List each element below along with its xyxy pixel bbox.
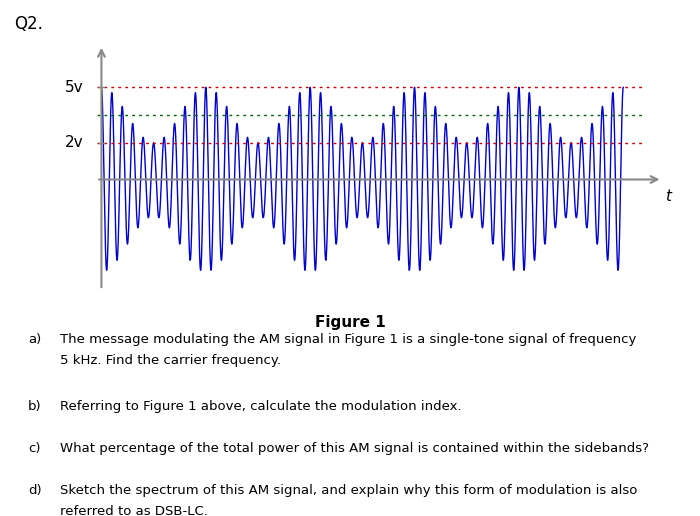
Text: 5 kHz. Find the carrier frequency.: 5 kHz. Find the carrier frequency. <box>60 354 281 367</box>
Text: 2v: 2v <box>64 135 83 150</box>
Text: a): a) <box>28 333 41 346</box>
Text: b): b) <box>28 400 41 413</box>
Text: t: t <box>665 189 671 204</box>
Text: Sketch the spectrum of this AM signal, and explain why this form of modulation i: Sketch the spectrum of this AM signal, a… <box>60 484 637 497</box>
Text: Figure 1: Figure 1 <box>314 315 386 330</box>
Text: The message modulating the AM signal in Figure 1 is a single-tone signal of freq: The message modulating the AM signal in … <box>60 333 636 346</box>
Text: referred to as DSB-LC.: referred to as DSB-LC. <box>60 505 207 516</box>
Text: c): c) <box>28 442 41 455</box>
Text: 5v: 5v <box>64 80 83 95</box>
Text: Q2.: Q2. <box>14 15 43 34</box>
Text: What percentage of the total power of this AM signal is contained within the sid: What percentage of the total power of th… <box>60 442 648 455</box>
Text: Referring to Figure 1 above, calculate the modulation index.: Referring to Figure 1 above, calculate t… <box>60 400 461 413</box>
Text: d): d) <box>28 484 41 497</box>
